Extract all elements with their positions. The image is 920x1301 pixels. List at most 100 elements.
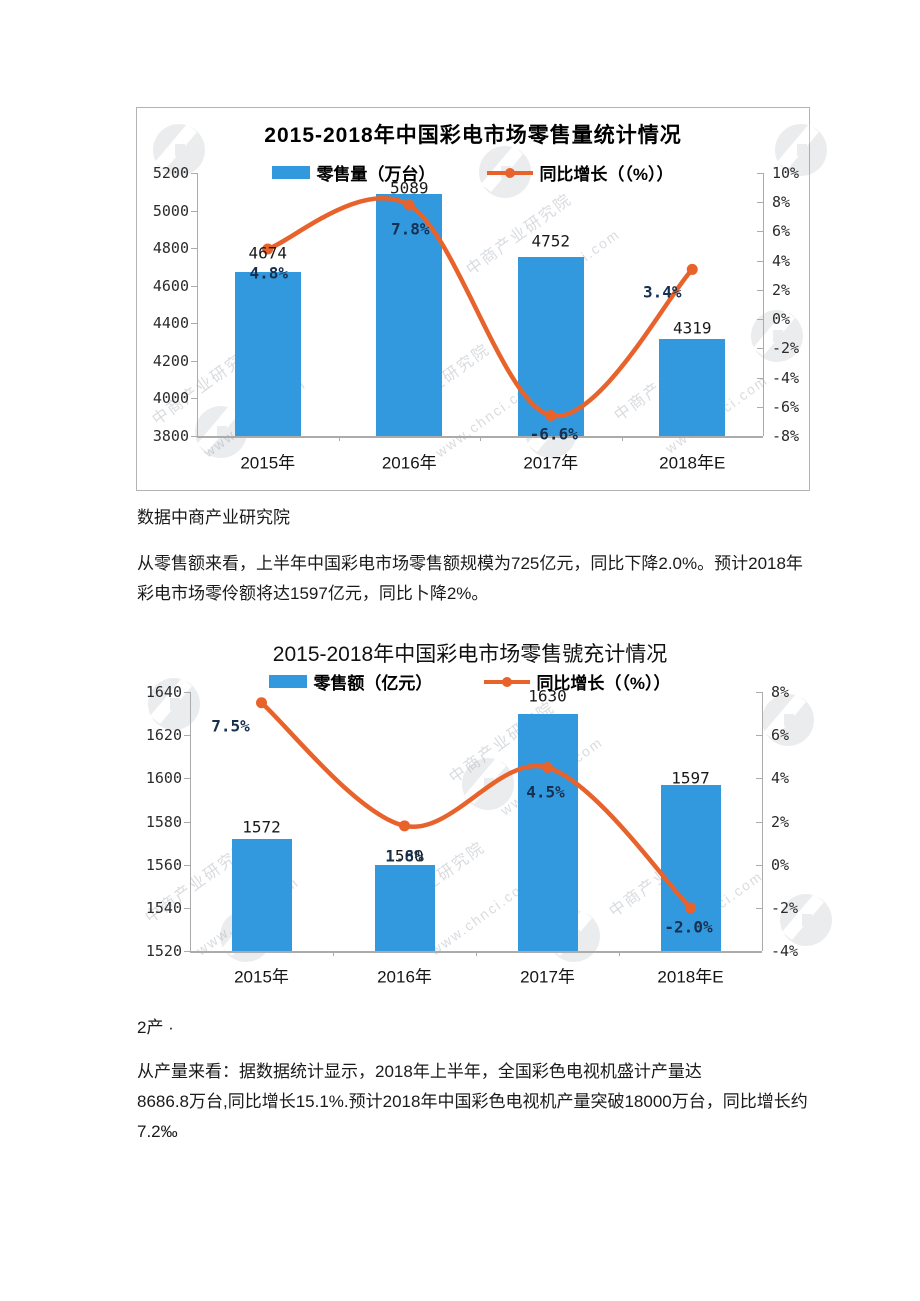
bar-value-label: 4674 xyxy=(248,243,288,263)
line-swatch-icon xyxy=(484,676,531,687)
y-axis-right-label: 6% xyxy=(771,726,790,745)
y-axis-right-label: 2% xyxy=(772,280,791,299)
y-axis-left-label: 4800 xyxy=(152,239,189,258)
axis-tick xyxy=(184,821,190,823)
axis-tick xyxy=(756,907,762,909)
y-axis-left-label: 1600 xyxy=(145,769,182,788)
legend-line-label: 同比增长（（%）） xyxy=(539,165,674,184)
axis-tick xyxy=(756,778,762,780)
retail-value-chart: 2015-2018年中国彩电市场零售號充计情况 零售额（亿元） 同比增长（（%）… xyxy=(130,636,832,996)
axis-tick xyxy=(191,210,197,212)
axis-tick xyxy=(757,231,763,233)
watermark-logo-icon xyxy=(762,694,814,746)
y-axis-left-label: 5200 xyxy=(152,164,189,182)
axis-tick xyxy=(756,692,762,693)
chart-title: 2015-2018年中国彩电市场零售量统计情况 xyxy=(264,124,682,147)
axis-tick xyxy=(184,864,190,866)
growth-pct-label: -6.6% xyxy=(529,424,578,444)
y-axis-right-label: 6% xyxy=(772,222,791,241)
line-marker xyxy=(399,820,410,832)
x-axis-label: 2017年 xyxy=(523,453,579,473)
paragraph-retail-value: 从零售额来看，上半年中国彩电市场零售额规模为725亿元，同比下降2.0%。预计2… xyxy=(137,554,803,603)
axis-tick xyxy=(619,951,620,956)
axis-tick xyxy=(621,436,623,441)
y-axis-left-label: 1640 xyxy=(145,683,182,701)
y-axis-left-label: 5000 xyxy=(152,201,189,220)
legend-bar-label: 零售量（万台） xyxy=(316,165,436,184)
y-axis-right-label: 8% xyxy=(771,683,790,701)
y-axis-left-label: 1580 xyxy=(145,812,182,831)
axis-tick xyxy=(333,951,334,956)
legend-item-line: 同比增长（（%）） xyxy=(487,160,674,185)
retail-volume-chart: 2015-2018年中国彩电市场零售量统计情况 零售量（万台） 同比增长（（%）… xyxy=(136,107,827,491)
line-marker xyxy=(686,263,698,275)
axis-tick xyxy=(757,406,763,408)
axis-tick xyxy=(184,907,190,909)
y-axis-left-label: 1540 xyxy=(145,898,182,917)
bar xyxy=(659,338,726,436)
bar-value-label: 4319 xyxy=(672,318,712,337)
axis-tick xyxy=(480,436,481,441)
y-axis-right-label: -2% xyxy=(772,339,800,358)
y-axis-right-label: 4% xyxy=(772,251,791,270)
section-heading-2: 2产 · xyxy=(137,1018,174,1037)
y-axis-right-label: -2% xyxy=(771,898,799,917)
axis-tick xyxy=(191,360,197,362)
axis-tick xyxy=(184,735,190,737)
y-axis-right-label: 0% xyxy=(771,855,790,874)
axis-tick xyxy=(757,319,763,321)
bar-value-label: 1572 xyxy=(242,817,281,837)
growth-pct-label: -2.0% xyxy=(664,917,713,937)
growth-pct-label: 1.8% xyxy=(385,846,424,866)
watermark-logo-icon xyxy=(195,406,247,458)
axis-tick xyxy=(191,398,197,400)
axis-tick xyxy=(757,289,763,291)
y-axis-left-label: 4400 xyxy=(152,314,189,333)
watermark-logo-icon xyxy=(780,894,832,946)
line-marker xyxy=(256,697,267,709)
x-axis-label: 2018年E xyxy=(657,967,724,987)
axis-tick xyxy=(191,173,197,174)
chart-title: 2015-2018年中国彩电市场零售號充计情况 xyxy=(272,643,668,666)
paragraph-production: 从产量来看：据数据统计显示，2018年上半年，全国彩色电视机盛计产量达 8686… xyxy=(137,1062,808,1141)
legend-item-bar: 零售额（亿元） xyxy=(269,669,432,694)
y-axis-right-label: -4% xyxy=(772,368,800,387)
y-axis-right-label: 10% xyxy=(772,164,800,182)
growth-pct-label: 7.5% xyxy=(211,716,250,736)
watermark-logo-icon xyxy=(148,678,200,730)
legend-item-bar: 零售量（万台） xyxy=(272,160,435,185)
x-axis-label: 2017年 xyxy=(520,967,575,987)
y-axis-right xyxy=(763,173,764,436)
y-axis-left-label: 1620 xyxy=(145,726,182,745)
bar-value-label: 1630 xyxy=(528,686,567,706)
x-axis-label: 2015年 xyxy=(234,967,289,987)
y-axis-right-label: 0% xyxy=(772,310,791,329)
bar-value-label: 4752 xyxy=(531,231,571,251)
bar-swatch-icon xyxy=(269,675,308,688)
bar xyxy=(517,713,578,951)
watermark-logo-icon xyxy=(462,758,514,810)
y-axis-right xyxy=(762,692,763,951)
y-axis-right-label: 2% xyxy=(771,812,790,831)
axis-tick xyxy=(184,692,190,693)
y-axis-left xyxy=(190,692,191,951)
y-axis-right-label: -4% xyxy=(771,942,799,960)
legend-item-line: 同比增长（（%）） xyxy=(484,669,671,694)
y-axis-left-label: 4000 xyxy=(152,389,189,408)
y-axis-right-label: -8% xyxy=(772,427,800,445)
axis-tick xyxy=(191,248,197,250)
y-axis-left xyxy=(197,173,198,436)
axis-tick xyxy=(757,377,763,379)
growth-pct-label: 7.8% xyxy=(390,219,430,239)
y-axis-left-label: 1560 xyxy=(145,855,182,874)
bar xyxy=(374,864,435,951)
growth-pct-label: 4.8% xyxy=(249,263,289,283)
axis-tick xyxy=(757,173,763,174)
axis-tick xyxy=(756,735,762,737)
bar xyxy=(517,257,584,436)
axis-tick xyxy=(191,323,197,325)
y-axis-left-label: 4200 xyxy=(152,351,189,370)
watermark-logo-icon xyxy=(153,124,205,176)
y-axis-right-label: 4% xyxy=(771,769,790,788)
